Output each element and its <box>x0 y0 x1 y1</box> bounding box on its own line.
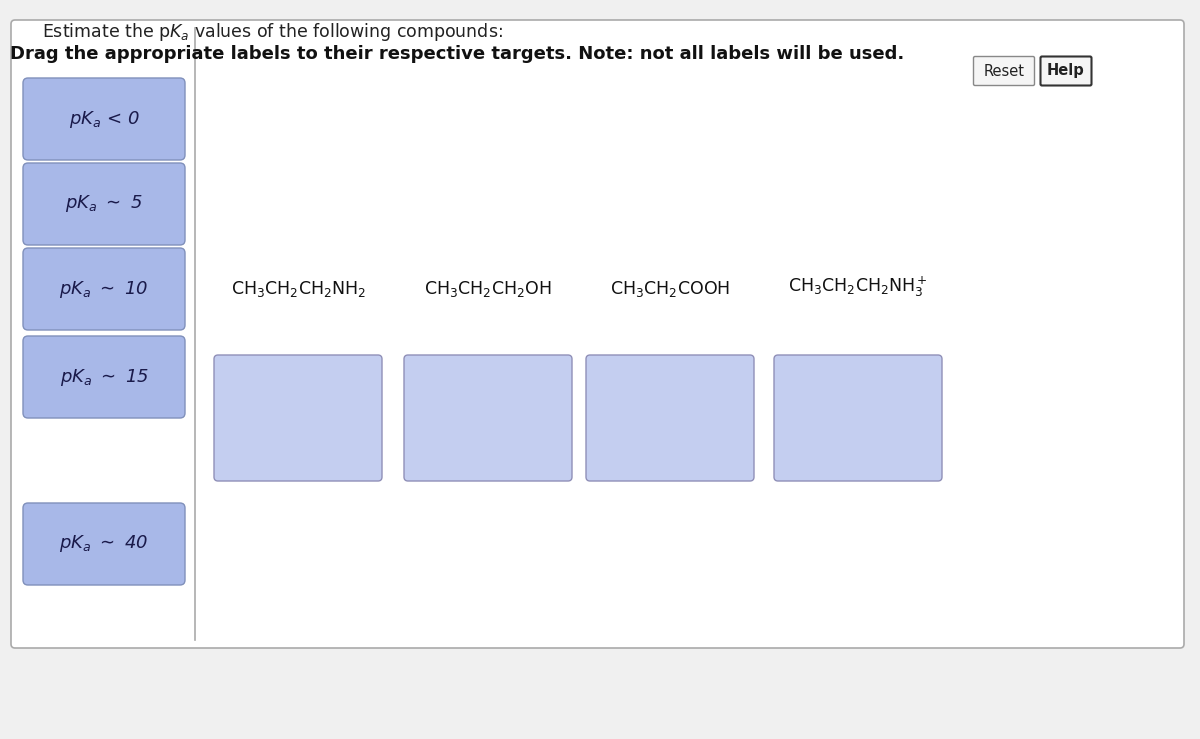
Text: CH$_3$CH$_2$COOH: CH$_3$CH$_2$COOH <box>610 279 730 299</box>
Text: Reset: Reset <box>984 64 1025 78</box>
FancyBboxPatch shape <box>774 355 942 481</box>
Text: p$K_a$ $\sim$ 15: p$K_a$ $\sim$ 15 <box>60 367 149 387</box>
Text: CH$_3$CH$_2$CH$_2$NH$_2$: CH$_3$CH$_2$CH$_2$NH$_2$ <box>230 279 366 299</box>
FancyBboxPatch shape <box>11 20 1184 648</box>
Text: CH$_3$CH$_2$CH$_2$NH$_3^+$: CH$_3$CH$_2$CH$_2$NH$_3^+$ <box>788 275 928 299</box>
FancyBboxPatch shape <box>586 355 754 481</box>
FancyBboxPatch shape <box>214 355 382 481</box>
Text: p$K_a$ $\sim$ 40: p$K_a$ $\sim$ 40 <box>60 534 149 554</box>
FancyBboxPatch shape <box>23 78 185 160</box>
FancyBboxPatch shape <box>404 355 572 481</box>
Text: p$K_a$ < 0: p$K_a$ < 0 <box>68 109 139 129</box>
FancyBboxPatch shape <box>23 248 185 330</box>
FancyBboxPatch shape <box>23 503 185 585</box>
FancyBboxPatch shape <box>23 336 185 418</box>
FancyBboxPatch shape <box>23 163 185 245</box>
Text: Drag the appropriate labels to their respective targets. Note: not all labels wi: Drag the appropriate labels to their res… <box>10 45 905 63</box>
Text: p$K_a$ $\sim$ 5: p$K_a$ $\sim$ 5 <box>65 194 143 214</box>
Text: Help: Help <box>1048 64 1085 78</box>
Text: p$K_a$ $\sim$ 10: p$K_a$ $\sim$ 10 <box>60 279 149 299</box>
FancyBboxPatch shape <box>973 56 1034 86</box>
FancyBboxPatch shape <box>1040 56 1092 86</box>
Text: CH$_3$CH$_2$CH$_2$OH: CH$_3$CH$_2$CH$_2$OH <box>424 279 552 299</box>
Text: Estimate the p$K_a$ values of the following compounds:: Estimate the p$K_a$ values of the follow… <box>42 21 503 43</box>
